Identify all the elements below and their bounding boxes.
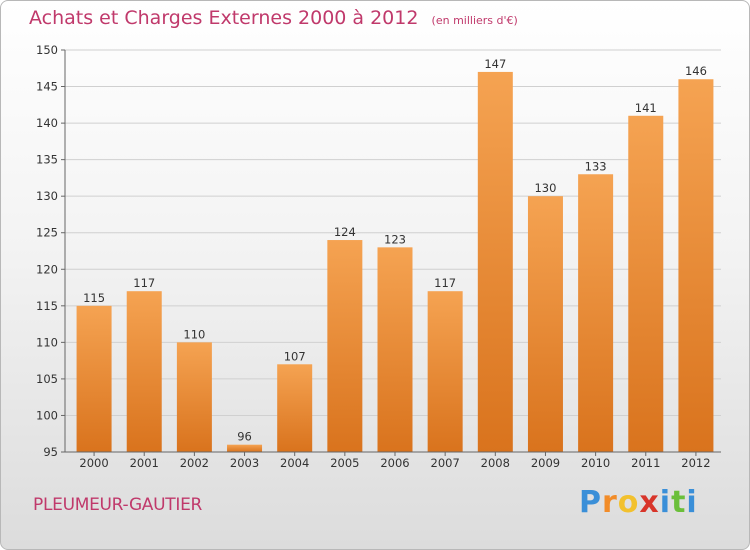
bar-value-label: 117 [434,276,456,290]
y-tick-label: 100 [36,408,58,422]
x-tick-label: 2006 [380,456,409,470]
y-tick-label: 115 [36,299,58,313]
logo-letter: r [602,485,618,520]
logo-letter: x [639,485,660,520]
bar-2006 [377,247,413,452]
x-tick-label: 2001 [130,456,159,470]
x-tick-label: 2010 [581,456,610,470]
y-tick-label: 125 [36,226,58,240]
y-tick-label: 110 [36,335,58,349]
x-tick-label: 2003 [230,456,259,470]
y-axis: 95 100 105 110 115 120 125 130 135 140 145 150 [36,43,66,459]
bar-2002 [176,342,212,452]
bar-2000 [76,305,112,452]
bar-value-label: 107 [284,349,306,363]
y-tick-label: 150 [36,43,58,57]
place-name: PLEUMEUR-GAUTIER [33,495,203,515]
bar-2011 [628,115,664,453]
logo-letter: i [659,485,672,520]
proxiti-logo: Proxiti [579,485,698,520]
chart-title-text: Achats et Charges Externes 2000 à 2012 [29,7,419,29]
logo-letter: P [579,485,602,520]
chart-title: Achats et Charges Externes 2000 à 2012 (… [29,7,518,29]
bar-value-label: 130 [534,181,556,195]
bar-value-label: 124 [334,225,356,239]
x-tick-label: 2009 [531,456,560,470]
bar-2003 [227,444,263,452]
bar-value-label: 115 [83,291,105,305]
bars: 115 117 110 96 107 124 123 117 147 130 133 141 146 [76,57,714,453]
bar-value-label: 141 [635,101,657,115]
x-tick-label: 2005 [330,456,359,470]
bar-2001 [126,291,162,452]
logo-letter: t [671,485,687,520]
logo-letter: i [686,485,698,520]
x-axis: 2000 2001 2002 2003 2004 2005 2006 2007 2008 2009… [65,451,721,470]
bar-value-label: 96 [237,430,252,444]
bar-value-label: 133 [585,159,607,173]
y-tick-label: 95 [43,445,58,459]
bar-value-label: 146 [685,64,707,78]
bar-2010 [578,174,614,452]
y-tick-label: 105 [36,372,58,386]
bar-2004 [277,364,313,452]
y-tick-label: 135 [36,153,58,167]
x-tick-label: 2007 [431,456,460,470]
x-tick-label: 2011 [631,456,660,470]
y-tick-label: 130 [36,189,58,203]
bar-2008 [477,71,513,452]
bar-2005 [327,240,363,452]
x-tick-label: 2008 [481,456,510,470]
y-tick-label: 140 [36,116,58,130]
x-tick-label: 2004 [280,456,309,470]
bar-value-label: 117 [133,276,155,290]
x-tick-label: 2002 [180,456,209,470]
y-tick-label: 145 [36,80,58,94]
bar-value-label: 147 [484,57,506,71]
x-tick-label: 2012 [681,456,710,470]
logo-letter: o [617,485,640,520]
bar-2012 [678,79,714,453]
bar-2007 [427,291,463,452]
bar-2009 [527,196,563,452]
y-tick-label: 120 [36,262,58,276]
bar-value-label: 110 [183,327,205,341]
bar-value-label: 123 [384,232,406,246]
x-tick-label: 2000 [79,456,108,470]
chart-unit: (en milliers d'€) [431,14,518,27]
